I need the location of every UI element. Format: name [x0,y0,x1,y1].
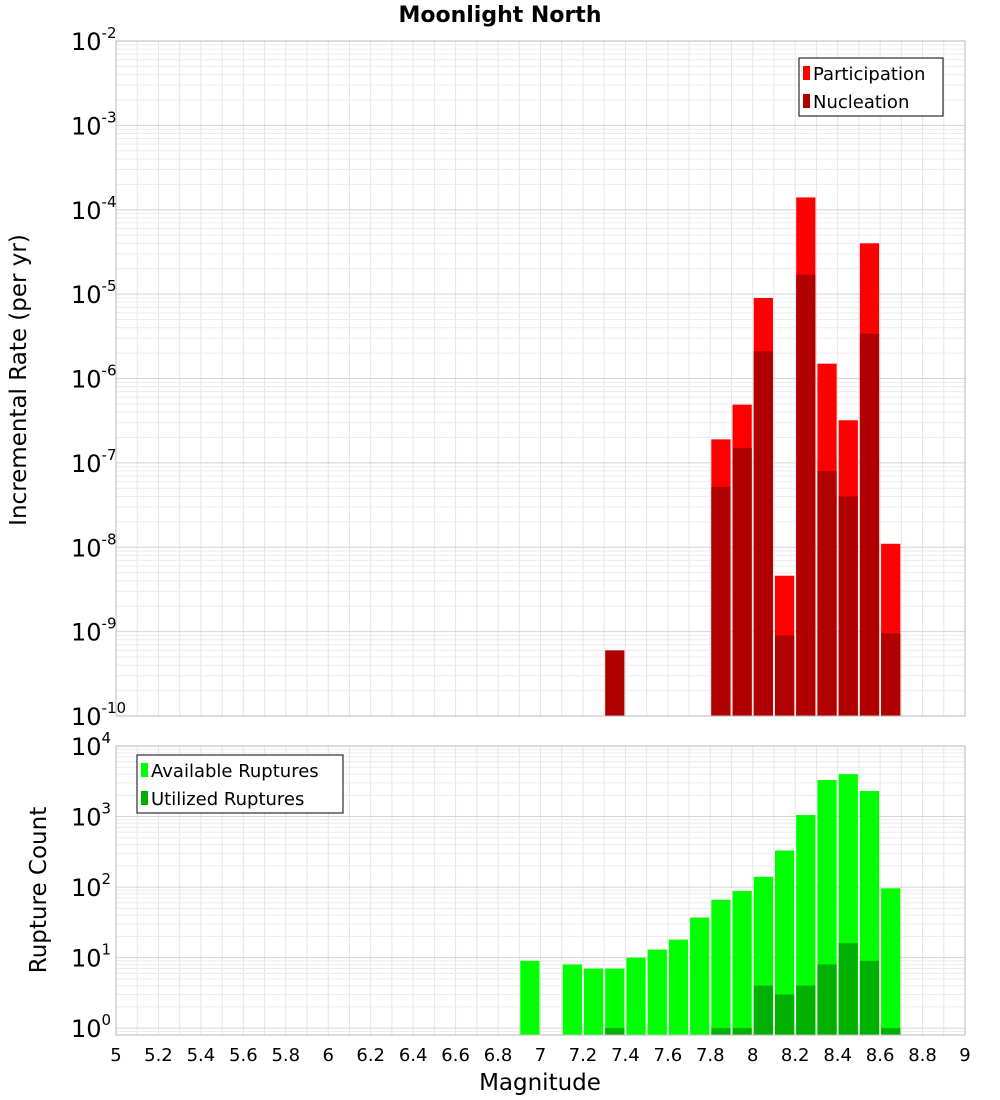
x-tick-5: 6 [323,1045,334,1066]
rate-y-tick-2: 10-8 [71,530,117,562]
count-bar-available-ruptures-7 [690,917,710,1035]
count-bar-available-ruptures-0 [520,960,540,1035]
x-tick-7: 6.4 [399,1045,428,1066]
rate-bar-nucleation-5 [796,274,816,716]
count-bar-available-ruptures-9 [732,890,752,1035]
x-tick-0: 5 [110,1045,121,1066]
rate-y-ticks: 10-10 10-9 10-8 10-7 10-6 10-5 10-4 10-3 10-2 [71,24,126,731]
count-bar-available-ruptures-3 [605,968,625,1035]
x-ticks: 5 5.2 5.4 5.6 5.8 6 6.2 6.4 6.6 6.8 7 7.2 7.4 7.6 7.8 8… [110,1045,970,1066]
count-y-tick-4: 104 [71,729,111,761]
rate-y-tick-7: 10-3 [71,108,117,140]
x-tick-16: 8.2 [781,1045,810,1066]
count-legend-swatch-0 [141,763,148,777]
rate-bar-nucleation-9 [881,633,901,716]
rate-bar-nucleation-8 [859,333,880,716]
count-bar-utilized-ruptures-5 [796,985,816,1035]
x-tick-3: 5.6 [229,1045,258,1066]
count-bar-utilized-ruptures-6 [817,964,837,1035]
x-tick-6: 6.2 [356,1045,385,1066]
count-legend-label-1: Utilized Ruptures [151,789,304,810]
count-bar-utilized-ruptures-3 [753,985,773,1035]
x-tick-1: 5.2 [144,1045,173,1066]
rate-series-1 [605,274,901,716]
count-bar-utilized-ruptures-0 [605,1028,625,1035]
count-y-axis-label: Rupture Count [26,807,52,973]
count-bar-available-ruptures-16 [881,888,901,1035]
count-bar-utilized-ruptures-8 [859,960,880,1035]
count-legend-label-0: Available Ruptures [151,761,319,782]
count-bar-available-ruptures-11 [774,850,795,1035]
rate-bar-nucleation-1 [711,486,731,716]
rate-legend: Participation Nucleation [798,57,944,117]
count-bar-utilized-ruptures-4 [774,994,795,1035]
count-bar-available-ruptures-4 [626,957,646,1035]
count-y-tick-0: 100 [71,1011,111,1043]
rate-y-tick-4: 10-6 [71,362,117,394]
x-tick-13: 7.6 [654,1045,683,1066]
x-tick-17: 8.4 [823,1045,852,1066]
rate-y-tick-3: 10-7 [71,446,117,478]
rate-legend-box [798,57,944,117]
count-bar-available-ruptures-12 [796,815,816,1035]
count-panel: 100 101 102 103 104 5 5.2 5.4 5.6 5.8 6 6.2 6.4 6.6 6.… [71,729,971,1066]
x-tick-8: 6.6 [441,1045,470,1066]
count-y-tick-2: 102 [71,870,111,902]
rate-legend-label-0: Participation [813,64,925,85]
rate-bar-nucleation-6 [817,471,837,716]
rate-bar-nucleation-0 [605,650,625,716]
rate-bar-nucleation-7 [838,496,858,716]
count-bar-utilized-ruptures-1 [711,1028,731,1035]
x-tick-4: 5.8 [271,1045,300,1066]
count-bar-available-ruptures-2 [583,968,604,1035]
rate-grid [115,41,966,717]
x-tick-19: 8.8 [908,1045,937,1066]
rate-y-tick-0: 10-10 [71,699,126,731]
rate-y-tick-8: 10-2 [71,24,117,56]
count-bar-utilized-ruptures-2 [732,1028,752,1035]
count-bar-available-ruptures-1 [562,964,582,1035]
rate-bar-nucleation-2 [732,448,752,716]
rate-legend-swatch-0 [803,66,810,80]
rate-y-axis-label: Incremental Rate (per yr) [6,234,32,526]
rate-panel: 10-10 10-9 10-8 10-7 10-6 10-5 10-4 10-3 10-2 Par… [71,24,966,731]
x-tick-10: 7 [535,1045,546,1066]
rate-y-tick-5: 10-5 [71,277,117,309]
count-y-tick-1: 101 [71,941,111,973]
count-bar-utilized-ruptures-9 [881,1028,901,1035]
count-bar-available-ruptures-8 [711,899,731,1035]
rate-bar-nucleation-4 [774,635,795,716]
x-tick-11: 7.2 [569,1045,598,1066]
count-bar-utilized-ruptures-7 [838,943,858,1035]
rate-legend-swatch-1 [803,94,810,108]
count-series-1 [605,943,901,1035]
rate-y-tick-6: 10-4 [71,193,117,225]
x-axis-label: Magnitude [479,1070,601,1096]
count-series-0 [520,774,901,1035]
x-tick-9: 6.8 [484,1045,513,1066]
x-tick-2: 5.4 [187,1045,216,1066]
x-tick-18: 8.6 [866,1045,895,1066]
rate-y-tick-1: 10-9 [71,615,117,647]
count-y-ticks: 100 101 102 103 104 [71,729,111,1043]
count-legend-swatch-1 [141,791,148,805]
count-bar-available-ruptures-6 [668,939,689,1035]
rate-bar-nucleation-3 [753,351,773,716]
x-tick-15: 8 [747,1045,758,1066]
count-plot-frame [115,745,966,1036]
x-tick-20: 9 [959,1045,970,1066]
chart-title: Moonlight North [398,3,601,28]
rate-legend-label-1: Nucleation [813,92,909,113]
x-tick-14: 7.8 [696,1045,725,1066]
count-bar-available-ruptures-5 [647,949,667,1035]
rate-plot-frame [115,40,966,717]
count-legend: Available Ruptures Utilized Ruptures [136,754,344,814]
count-legend-box [136,754,344,814]
count-y-tick-3: 103 [71,800,111,832]
x-tick-12: 7.4 [611,1045,640,1066]
